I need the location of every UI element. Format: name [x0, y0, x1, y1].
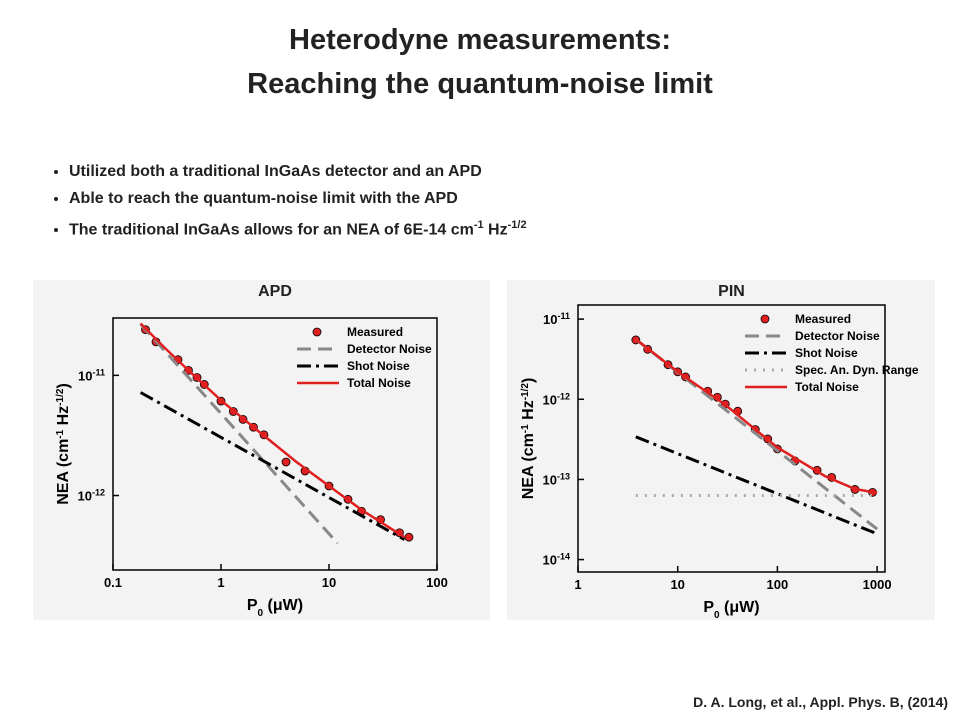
label-part: ) [55, 383, 72, 388]
bullet-text: The traditional InGaAs allows for an NEA… [69, 221, 474, 239]
bullet-text: Utilized both a traditional InGaAs detec… [69, 163, 482, 180]
label-part: (μW) [263, 597, 303, 614]
tick-exponent: -11 [92, 367, 105, 377]
slide-title: Heterodyne measurements: Reaching the qua… [0, 18, 960, 106]
plot-frame [112, 317, 438, 571]
legend-label: Detector Noise [795, 329, 880, 343]
y-tick-label: 10-14 [543, 552, 570, 568]
series-line [139, 323, 339, 545]
series-line [139, 391, 406, 541]
bullet-text: Able to reach the quantum-noise limit wi… [69, 190, 458, 207]
y-tick-label: 10-11 [78, 367, 105, 383]
citation: D. A. Long, et al., Appl. Phys. B, (2014… [693, 694, 948, 710]
chart-title: PIN [718, 283, 745, 300]
label-part: -1/2 [55, 388, 66, 406]
label-part: 0 [258, 608, 264, 619]
y-tick-label: 10-12 [543, 391, 570, 407]
data-point [404, 532, 414, 542]
label-part: P [703, 599, 714, 616]
tick-base: 10 [543, 312, 557, 327]
tick-base: 10 [78, 489, 92, 504]
label-part: -1/2 [520, 383, 531, 401]
x-tick-label: 0.1 [104, 575, 122, 590]
x-tick-label: 1 [574, 577, 581, 592]
y-axis-label: NEA (cm-1 Hz-1/2) [55, 383, 73, 505]
title-line: Heterodyne measurements: [289, 24, 671, 56]
title-line: Reaching the quantum-noise limit [247, 68, 713, 100]
legend-label: Detector Noise [347, 342, 432, 356]
tick-base: 10 [543, 553, 557, 568]
legend-label: Measured [347, 325, 403, 339]
bullet: Able to reach the quantum-noise limit wi… [69, 185, 527, 212]
series-line [635, 435, 878, 536]
y-tick-label: 10-12 [78, 488, 105, 504]
tick-base: 10 [78, 368, 92, 383]
label-part: NEA (cm [520, 433, 537, 499]
x-tick-label: 1000 [863, 577, 892, 592]
bullet-text: -1/2 [507, 219, 527, 231]
x-tick-label: 100 [767, 577, 789, 592]
x-tick-label: 1 [217, 575, 224, 590]
tick-exponent: -14 [557, 552, 570, 562]
bullet-list: Utilized both a traditional InGaAs detec… [45, 158, 527, 243]
legend-label: Total Noise [795, 380, 859, 394]
data-point [281, 457, 291, 467]
tick-base: 10 [543, 472, 557, 487]
y-tick-label: 10-11 [543, 311, 570, 327]
legend-label: Shot Noise [347, 359, 410, 373]
label-part: 0 [714, 610, 720, 621]
x-tick-label: 10 [322, 575, 336, 590]
label-part: -1 [55, 429, 66, 438]
label-part: Hz [55, 406, 72, 430]
label-part: NEA (cm [55, 439, 72, 505]
bullet-text: Hz [483, 221, 508, 239]
x-axis-label: P0 (μW) [247, 597, 303, 619]
y-axis-label: NEA (cm-1 Hz-1/2) [520, 378, 538, 500]
tick-base: 10 [543, 392, 557, 407]
legend-label: Total Noise [347, 376, 411, 390]
series-line [635, 338, 878, 495]
series-line [139, 322, 406, 539]
legend-label: Shot Noise [795, 346, 858, 360]
legend-marker [312, 327, 322, 337]
x-tick-label: 10 [670, 577, 684, 592]
tick-exponent: -13 [557, 471, 570, 481]
chart-background [33, 280, 490, 620]
tick-exponent: -11 [557, 311, 570, 321]
label-part: P [247, 597, 258, 614]
plot-frame [577, 304, 886, 573]
chart-title: APD [258, 283, 292, 300]
bullet: Utilized both a traditional InGaAs detec… [69, 158, 527, 185]
legend-label: Spec. An. Dyn. Range [795, 363, 919, 377]
tick-exponent: -12 [557, 391, 570, 401]
x-tick-label: 100 [426, 575, 448, 590]
label-part: ) [520, 378, 537, 383]
tick-exponent: -12 [92, 488, 105, 498]
legend-label: Measured [795, 312, 851, 326]
x-axis-label: P0 (μW) [703, 599, 759, 621]
label-part: -1 [520, 424, 531, 433]
bullet: The traditional InGaAs allows for an NEA… [69, 212, 527, 243]
label-part: (μW) [720, 599, 760, 616]
bullet-text: -1 [473, 219, 484, 231]
legend-marker [760, 314, 770, 324]
label-part: Hz [520, 400, 537, 424]
y-tick-label: 10-13 [543, 471, 570, 487]
